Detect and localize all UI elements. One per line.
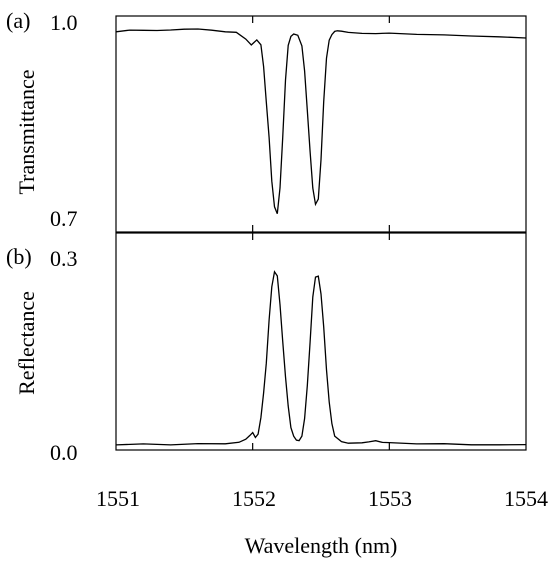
panel-a-ytick-bottom: 0.7 (50, 206, 78, 231)
panel-a-label: (a) (6, 8, 30, 33)
transmittance-line (115, 28, 527, 214)
panel-b-ytick-bottom: 0.0 (50, 440, 78, 465)
xtick-label-1554: 1554 (504, 486, 548, 511)
xtick-label-1552: 1552 (232, 486, 276, 511)
panel-b-frame (115, 232, 527, 451)
xtick-label-1553: 1553 (368, 486, 412, 511)
x-axis-title: Wavelength (nm) (245, 533, 398, 558)
panel-a-ylabel: Transmittance (14, 69, 39, 194)
panel-a-frame (115, 15, 527, 233)
panel-b-xticks (252, 233, 390, 450)
panel-b: (b) 0.3 0.0 Reflectance (6, 232, 527, 465)
panel-b-label: (b) (6, 244, 32, 269)
panel-a-xticks (252, 16, 390, 232)
panel-b-ylabel: Reflectance (14, 291, 39, 395)
panel-a: (a) 1.0 0.7 Transmittance (6, 8, 527, 233)
reflectance-line (115, 270, 527, 446)
panel-b-ytick-top: 0.3 (50, 246, 78, 271)
xtick-label-1551: 1551 (96, 486, 140, 511)
panel-a-ytick-top: 1.0 (50, 10, 78, 35)
